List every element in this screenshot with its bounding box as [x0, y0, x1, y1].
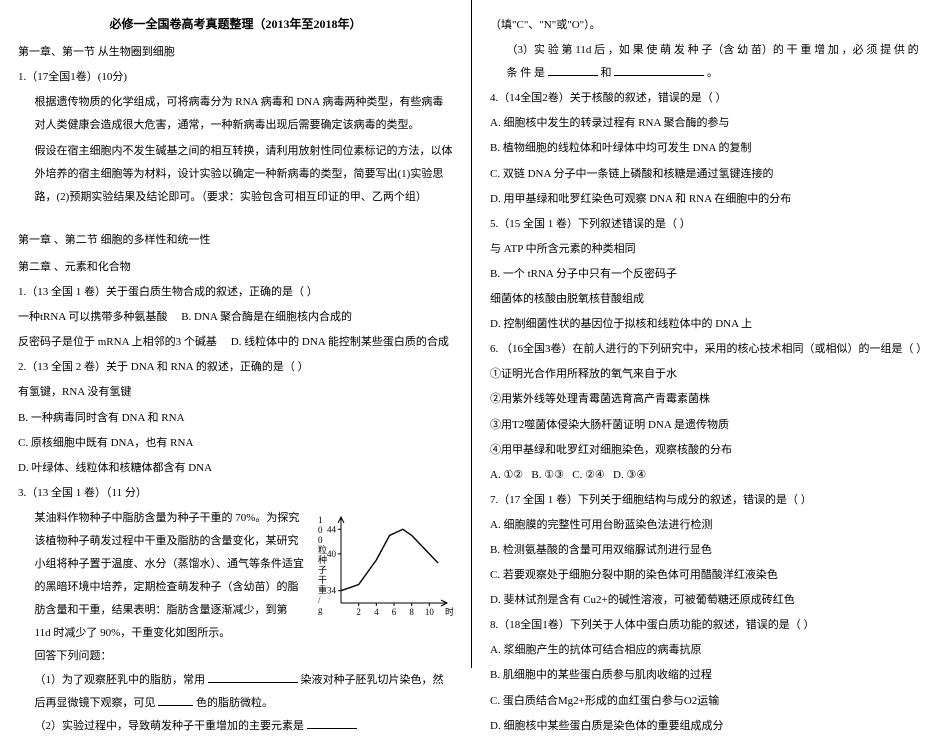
dry-weight-chart: 344044246810时间/d100粒种子干重/g: [313, 511, 453, 621]
q2-opt-c: 反密码子是位于 mRNA 上相邻的3 个碱基: [18, 336, 217, 348]
q3-opt-c: C. 原核细胞中既有 DNA，也有 RNA: [18, 432, 453, 455]
left-column: 必修一全国卷高考真题整理（2013年至2018年） 第一章、第一节 从生物圈到细…: [0, 0, 472, 668]
section-2-header: 第一章 、第二节 细胞的多样性和统一性: [18, 229, 453, 252]
q7-4: ④用甲基绿和吡罗红对细胞染色，观察核酸的分布: [490, 439, 926, 462]
q8-number: 7.（17 全国 1 卷）下列关于细胞结构与成分的叙述，错误的是（ ）: [490, 489, 926, 512]
q9-c: C. 蛋白质结合Mg2+形成的血红蛋白参与O2运输: [490, 690, 926, 713]
q6-c: 细菌体的核酸由脱氧核苷酸组成: [490, 288, 926, 311]
blank-element: [307, 719, 357, 729]
section-1-header: 第一章、第一节 从生物圈到细胞: [18, 41, 453, 64]
spacer: [18, 211, 453, 225]
svg-text:g: g: [318, 605, 323, 615]
svg-text:44: 44: [327, 524, 337, 534]
svg-text:40: 40: [327, 549, 337, 559]
q6-number: 5.（15 全国 1 卷）下列叙述错误的是（ ）: [490, 213, 926, 236]
q4-para2: 回答下列问题：: [18, 645, 453, 668]
svg-text:6: 6: [392, 607, 397, 617]
q6-b: B. 一个 tRNA 分子中只有一个反密码子: [490, 263, 926, 286]
q3-opt-a: 有氢键，RNA 没有氢键: [18, 381, 453, 404]
q4-body-with-chart: 344044246810时间/d100粒种子干重/g 某油料作物种子中脂肪含量为…: [18, 507, 453, 738]
svg-text:子: 子: [318, 565, 327, 575]
q4-sub1-c: 色的脂肪微粒。: [196, 697, 273, 709]
q4-sub1: （1）为了观察胚乳中的脂肪，常用 染液对种子胚乳切片染色，然后再显微镜下观察，可…: [18, 669, 453, 715]
page: 必修一全国卷高考真题整理（2013年至2018年） 第一章、第一节 从生物圈到细…: [0, 0, 945, 668]
q1-para2: 假设在宿主细胞内不发生碱基之间的相互转换，请利用放射性同位素标记的方法，以体外培…: [18, 140, 453, 209]
q2-options-line2: 反密码子是位于 mRNA 上相邻的3 个碱基 D. 线粒体中的 DNA 能控制某…: [18, 331, 453, 354]
svg-text:/: /: [318, 595, 321, 605]
q2-number: 1.（13 全国 1 卷）关于蛋白质生物合成的叙述，正确的是（ ）: [18, 281, 453, 304]
q3-number: 2.（13 全国 2 卷）关于 DNA 和 RNA 的叙述，正确的是（ ）: [18, 356, 453, 379]
q5-c: C. 双链 DNA 分子中一条链上磷酸和核糖是通过氢键连接的: [490, 163, 926, 186]
q7-number: 6. （16全国3卷）在前人进行的下列研究中，采用的核心技术相同（或相似）的一组…: [490, 338, 926, 361]
q5-number: 4.（14全国2卷）关于核酸的叙述，错误的是（ ）: [490, 87, 926, 110]
q9-a: A. 浆细胞产生的抗体可结合相应的病毒抗原: [490, 639, 926, 662]
q6-d: D. 控制细菌性状的基因位于拟核和线粒体中的 DNA 上: [490, 313, 926, 336]
svg-text:8: 8: [409, 607, 414, 617]
svg-text:重: 重: [318, 584, 327, 595]
q2-opt-b: B. DNA 聚合酶是在细胞核内合成的: [181, 311, 352, 323]
svg-text:10: 10: [425, 607, 435, 617]
svg-text:0: 0: [318, 525, 323, 535]
svg-text:粒: 粒: [318, 544, 327, 555]
q8-b: B. 检测氨基酸的含量可用双缩脲试剂进行显色: [490, 539, 926, 562]
q5-a: A. 细胞核中发生的转录过程有 RNA 聚合酶的参与: [490, 112, 926, 135]
blank-stain: [208, 673, 298, 683]
svg-text:2: 2: [356, 607, 361, 617]
q8-c: C. 若要观察处于细胞分裂中期的染色体可用醋酸洋红液染色: [490, 564, 926, 587]
q6-a: 与 ATP 中所含元素的种类相同: [490, 238, 926, 261]
q7-3: ③用T2噬菌体侵染大肠杆菌证明 DNA 是遗传物质: [490, 414, 926, 437]
svg-text:时间/d: 时间/d: [445, 606, 453, 617]
q7-1: ①证明光合作用所释放的氧气来自于水: [490, 363, 926, 386]
q2-opt-d: D. 线粒体中的 DNA 能控制某些蛋白质的合成: [231, 336, 449, 348]
q3-opt-d: D. 叶绿体、线粒体和核糖体都含有 DNA: [18, 457, 453, 480]
q9-number: 8.（18全国1卷）下列关于人体中蛋白质功能的叙述，错误的是（ ）: [490, 614, 926, 637]
chart-svg: 344044246810时间/d100粒种子干重/g: [313, 511, 453, 621]
svg-text:34: 34: [327, 586, 337, 596]
blank-cond1: [548, 66, 598, 76]
right-column: （填"C"、"N"或"O"）。 （3）实 验 第 11d 后 ，如 果 使 萌 …: [472, 0, 944, 668]
q8-d: D. 斐林试剂是含有 Cu2+的碱性溶液，可被葡萄糖还原成砖红色: [490, 589, 926, 612]
q4-sub2-text: （2）实验过程中，导致萌发种子干重增加的主要元素是: [35, 720, 305, 732]
doc-title: 必修一全国卷高考真题整理（2013年至2018年）: [18, 12, 453, 37]
q2-options-line1: 一种tRNA 可以携带多种氨基酸 B. DNA 聚合酶是在细胞核内合成的: [18, 306, 453, 329]
svg-text:4: 4: [374, 607, 379, 617]
q1-number: 1.（17全国1卷）(10分): [18, 66, 453, 89]
q4-sub1-a: （1）为了观察胚乳中的脂肪，常用: [35, 674, 206, 686]
q5-b: B. 植物细胞的线粒体和叶绿体中均可发生 DNA 的复制: [490, 137, 926, 160]
q4-sub3-c: 。: [707, 67, 718, 79]
q3-opt-b: B. 一种病毒同时含有 DNA 和 RNA: [18, 407, 453, 430]
q4-sub2-tail: （填"C"、"N"或"O"）。: [490, 14, 926, 37]
q7-opts: A. ①② B. ①③ C. ②④ D. ③④: [490, 464, 926, 487]
q2-opt-a: 一种tRNA 可以携带多种氨基酸: [18, 311, 167, 323]
q4-number: 3.（13 全国 1 卷）（11 分）: [18, 482, 453, 505]
q4-sub3-b: 和: [601, 67, 612, 79]
blank-color: [158, 696, 193, 706]
section-3-header: 第二章 、元素和化合物: [18, 256, 453, 279]
q5-d: D. 用甲基绿和吡罗红染色可观察 DNA 和 RNA 在细胞中的分布: [490, 188, 926, 211]
q7-2: ②用紫外线等处理青霉菌选育高产青霉素菌株: [490, 388, 926, 411]
svg-text:1: 1: [318, 515, 323, 525]
q1-para1: 根据遗传物质的化学组成，可将病毒分为 RNA 病毒和 DNA 病毒两种类型，有些…: [18, 91, 453, 137]
q9-d: D. 细胞核中某些蛋白质是染色体的重要组成成分: [490, 715, 926, 738]
blank-cond2: [614, 66, 704, 76]
svg-text:种: 种: [318, 554, 327, 565]
svg-text:干: 干: [318, 575, 327, 585]
q8-a: A. 细胞膜的完整性可用台盼蓝染色法进行检测: [490, 514, 926, 537]
svg-text:0: 0: [318, 535, 323, 545]
q4-sub2: （2）实验过程中，导致萌发种子干重增加的主要元素是: [18, 715, 453, 738]
q4-sub3: （3）实 验 第 11d 后 ，如 果 使 萌 发 种 子（含 幼 苗）的 干 …: [490, 39, 926, 85]
